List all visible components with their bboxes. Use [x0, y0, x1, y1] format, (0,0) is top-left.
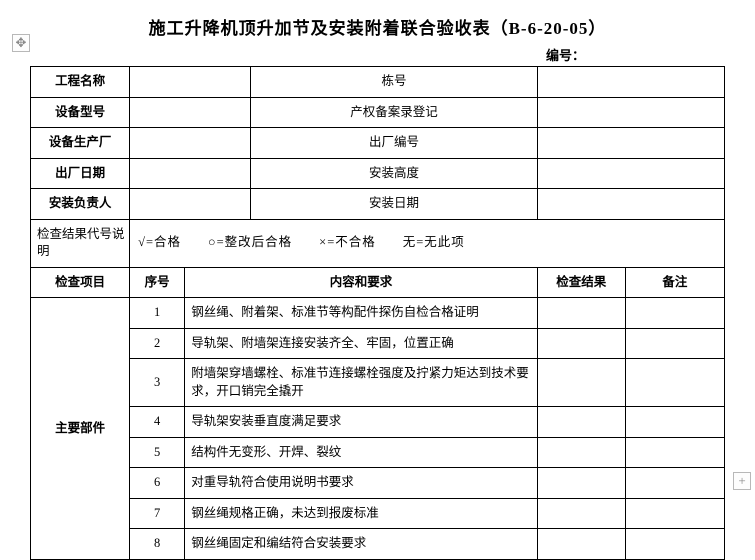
item-text: 钢丝绳规格正确，未达到报废标准 [185, 498, 538, 529]
value-install-date[interactable] [537, 189, 724, 220]
item-row: 7 钢丝绳规格正确，未达到报废标准 [31, 498, 725, 529]
item-remark[interactable] [625, 529, 724, 560]
info-row: 设备型号 产权备案录登记 [31, 97, 725, 128]
add-row-icon[interactable]: + [733, 472, 751, 490]
item-row: 2 导轨架、附墙架连接安装齐全、牢固，位置正确 [31, 328, 725, 359]
info-row: 工程名称 栋号 [31, 67, 725, 98]
value-height[interactable] [537, 158, 724, 189]
value-register[interactable] [537, 97, 724, 128]
label-model: 设备型号 [31, 97, 130, 128]
label-install-date: 安装日期 [251, 189, 537, 220]
item-result[interactable] [537, 468, 625, 499]
col-content: 内容和要求 [185, 267, 538, 298]
item-text: 导轨架、附墙架连接安装齐全、牢固，位置正确 [185, 328, 538, 359]
label-manufacturer: 设备生产厂 [31, 128, 130, 159]
label-project: 工程名称 [31, 67, 130, 98]
item-row: 主要部件 1 钢丝绳、附着架、标准节等构配件探伤自检合格证明 [31, 298, 725, 329]
item-row: 5 结构件无变形、开焊、裂纹 [31, 437, 725, 468]
item-no: 8 [130, 529, 185, 560]
info-row: 设备生产厂 出厂编号 [31, 128, 725, 159]
label-register: 产权备案录登记 [251, 97, 537, 128]
legend-label: 检查结果代号说明 [31, 219, 130, 267]
legend-text: √=合格 ○=整改后合格 ×=不合格 无=无此项 [130, 219, 725, 267]
title-main: 施工升降机顶升加节及安装附着联合验收表 [149, 19, 491, 38]
value-factory-no[interactable] [537, 128, 724, 159]
label-responsible: 安装负责人 [31, 189, 130, 220]
col-no: 序号 [130, 267, 185, 298]
value-responsible[interactable] [130, 189, 251, 220]
item-text: 对重导轨符合使用说明书要求 [185, 468, 538, 499]
item-text: 附墙架穿墙螺栓、标准节连接螺栓强度及拧紧力矩达到技术要求，开口销完全撬开 [185, 359, 538, 407]
item-no: 6 [130, 468, 185, 499]
item-no: 7 [130, 498, 185, 529]
label-building: 栋号 [251, 67, 537, 98]
item-text: 钢丝绳固定和编结符合安装要求 [185, 529, 538, 560]
item-remark[interactable] [625, 359, 724, 407]
value-manufacturer[interactable] [130, 128, 251, 159]
title-code: （B-6-20-05） [491, 19, 607, 38]
col-category: 检查项目 [31, 267, 130, 298]
item-text: 钢丝绳、附着架、标准节等构配件探伤自检合格证明 [185, 298, 538, 329]
info-row: 安装负责人 安装日期 [31, 189, 725, 220]
item-row: 3 附墙架穿墙螺栓、标准节连接螺栓强度及拧紧力矩达到技术要求，开口销完全撬开 [31, 359, 725, 407]
move-handle-icon[interactable]: ✥ [12, 34, 30, 52]
item-result[interactable] [537, 437, 625, 468]
item-no: 3 [130, 359, 185, 407]
item-text: 结构件无变形、开焊、裂纹 [185, 437, 538, 468]
item-no: 2 [130, 328, 185, 359]
item-result[interactable] [537, 298, 625, 329]
item-no: 5 [130, 437, 185, 468]
item-result[interactable] [537, 359, 625, 407]
item-remark[interactable] [625, 498, 724, 529]
value-mfg-date[interactable] [130, 158, 251, 189]
item-text: 导轨架安装垂直度满足要求 [185, 407, 538, 438]
item-row: 6 对重导轨符合使用说明书要求 [31, 468, 725, 499]
item-result[interactable] [537, 498, 625, 529]
label-factory-no: 出厂编号 [251, 128, 537, 159]
item-remark[interactable] [625, 328, 724, 359]
item-remark[interactable] [625, 407, 724, 438]
item-remark[interactable] [625, 437, 724, 468]
item-no: 4 [130, 407, 185, 438]
value-model[interactable] [130, 97, 251, 128]
column-header-row: 检查项目 序号 内容和要求 检查结果 备注 [31, 267, 725, 298]
group-label: 主要部件 [31, 298, 130, 560]
item-row: 4 导轨架安装垂直度满足要求 [31, 407, 725, 438]
label-height: 安装高度 [251, 158, 537, 189]
value-project[interactable] [130, 67, 251, 98]
item-no: 1 [130, 298, 185, 329]
col-result: 检查结果 [537, 267, 625, 298]
legend-row: 检查结果代号说明 √=合格 ○=整改后合格 ×=不合格 无=无此项 [31, 219, 725, 267]
label-mfg-date: 出厂日期 [31, 158, 130, 189]
page-title: 施工升降机顶升加节及安装附着联合验收表（B-6-20-05） [30, 14, 725, 39]
item-result[interactable] [537, 529, 625, 560]
item-result[interactable] [537, 407, 625, 438]
item-remark[interactable] [625, 468, 724, 499]
item-remark[interactable] [625, 298, 724, 329]
info-row: 出厂日期 安装高度 [31, 158, 725, 189]
col-remark: 备注 [625, 267, 724, 298]
value-building[interactable] [537, 67, 724, 98]
form-number-label: 编号： [30, 45, 725, 64]
inspection-table: 工程名称 栋号 设备型号 产权备案录登记 设备生产厂 出厂编号 出厂日期 安装高… [30, 66, 725, 560]
item-row: 8 钢丝绳固定和编结符合安装要求 [31, 529, 725, 560]
item-result[interactable] [537, 328, 625, 359]
